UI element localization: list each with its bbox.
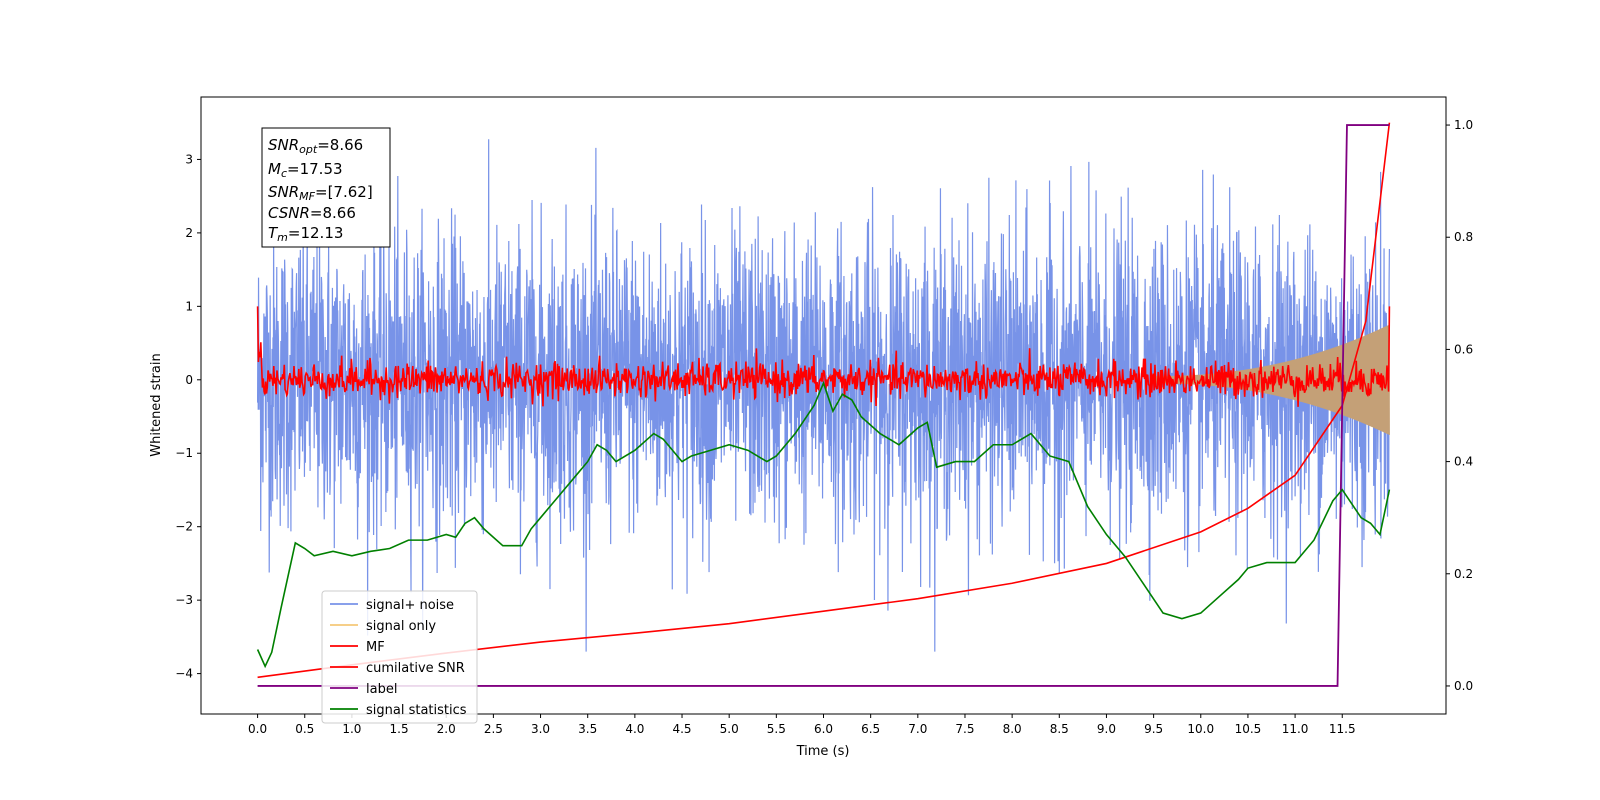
x-tick-label: 10.5 bbox=[1235, 722, 1262, 736]
series-cumulative-snr bbox=[257, 122, 1391, 679]
x-tick-label: 5.5 bbox=[767, 722, 786, 736]
y-tick-label: −2 bbox=[175, 520, 193, 534]
legend-item-mf: MF bbox=[330, 640, 385, 655]
series-layer bbox=[256, 122, 1391, 687]
x-tick-label: 8.0 bbox=[1003, 722, 1022, 736]
legend-label-mf: MF bbox=[366, 640, 385, 655]
legend-item-signal-statistics: signal statistics bbox=[330, 703, 467, 718]
x-axis: 0.0 0.5 1.0 1.5 2.0 2.5 3.0 3.5 4.0 4.5 5.0 5.5 6.0 6… bbox=[248, 714, 1356, 736]
x-tick-label: 3.5 bbox=[578, 722, 597, 736]
y-tick-label: 2 bbox=[185, 226, 193, 240]
annotation-snr-opt: SNRopt=8.66 bbox=[268, 136, 363, 156]
legend-label-signal-noise: signal+ noise bbox=[366, 598, 454, 613]
annotation-mc: Mc=17.53 bbox=[268, 160, 343, 180]
series-signal-noise bbox=[256, 139, 1391, 652]
series-signal-statistics bbox=[256, 380, 1391, 669]
legend: signal+ noise signal only MF cumilative … bbox=[321, 590, 478, 724]
series-mf bbox=[256, 306, 1391, 407]
y-axis-label: Whitened strain bbox=[149, 353, 164, 456]
x-tick-label: 9.5 bbox=[1144, 722, 1163, 736]
y-axis-right: 0.0 0.2 0.4 0.6 0.8 1.0 bbox=[1446, 118, 1473, 693]
x-tick-label: 6.5 bbox=[861, 722, 880, 736]
x-tick-label: 0.5 bbox=[295, 722, 314, 736]
x-tick-label: 11.0 bbox=[1282, 722, 1309, 736]
series-signal-only bbox=[1153, 324, 1390, 435]
x-tick-label: 3.0 bbox=[531, 722, 550, 736]
x-tick-label: 4.0 bbox=[625, 722, 644, 736]
x-tick-label: 1.0 bbox=[342, 722, 361, 736]
x-tick-label: 7.5 bbox=[955, 722, 974, 736]
annotation-csnr: CSNR=8.66 bbox=[268, 204, 356, 222]
y-tick-label: 3 bbox=[185, 152, 193, 166]
x-tick-label: 7.0 bbox=[908, 722, 927, 736]
legend-item-signal-noise: signal+ noise bbox=[330, 598, 454, 613]
annotation-tm: Tm=12.13 bbox=[268, 224, 343, 244]
y2-tick-label: 1.0 bbox=[1454, 118, 1473, 132]
x-tick-label: 1.5 bbox=[390, 722, 409, 736]
y-axis-left: −4 −3 −2 −1 0 1 2 3 bbox=[175, 152, 201, 681]
x-tick-label: 9.0 bbox=[1097, 722, 1116, 736]
y-tick-label: 0 bbox=[185, 373, 193, 387]
x-tick-label: 2.5 bbox=[484, 722, 503, 736]
x-tick-label: 6.0 bbox=[814, 722, 833, 736]
legend-label-signal-statistics: signal statistics bbox=[366, 703, 467, 718]
x-tick-label: 11.5 bbox=[1329, 722, 1356, 736]
y-tick-label: 1 bbox=[185, 299, 193, 313]
y-tick-label: −4 bbox=[175, 667, 193, 681]
x-tick-label: 2.0 bbox=[437, 722, 456, 736]
legend-item-cumulative-snr: cumilative SNR bbox=[330, 661, 465, 676]
x-tick-label: 8.5 bbox=[1050, 722, 1069, 736]
y2-tick-label: 0.8 bbox=[1454, 230, 1473, 244]
annotation-frame bbox=[261, 127, 391, 248]
legend-label-signal-only: signal only bbox=[366, 619, 436, 634]
y2-tick-label: 0.2 bbox=[1454, 567, 1473, 581]
y2-tick-label: 0.0 bbox=[1454, 679, 1473, 693]
legend-item-label: label bbox=[330, 682, 397, 697]
x-axis-label: Time (s) bbox=[796, 744, 850, 759]
x-tick-label: 0.0 bbox=[248, 722, 267, 736]
x-tick-label: 5.0 bbox=[720, 722, 739, 736]
y2-tick-label: 0.6 bbox=[1454, 342, 1473, 356]
legend-label-label: label bbox=[366, 682, 397, 697]
x-tick-label: 10.0 bbox=[1187, 722, 1214, 736]
y2-tick-label: 0.4 bbox=[1454, 455, 1473, 469]
annotation-box: SNRopt=8.66 Mc=17.53 SNRMF=[7.62] CSNR=8… bbox=[261, 127, 391, 248]
annotation-snr-mf: SNRMF=[7.62] bbox=[268, 183, 373, 203]
y-tick-label: −1 bbox=[175, 446, 193, 460]
legend-label-cumulative-snr: cumilative SNR bbox=[366, 661, 465, 676]
series-label bbox=[257, 124, 1390, 687]
legend-frame bbox=[321, 590, 478, 724]
legend-item-signal-only: signal only bbox=[330, 619, 436, 634]
x-tick-label: 4.5 bbox=[672, 722, 691, 736]
y-tick-label: −3 bbox=[175, 593, 193, 607]
